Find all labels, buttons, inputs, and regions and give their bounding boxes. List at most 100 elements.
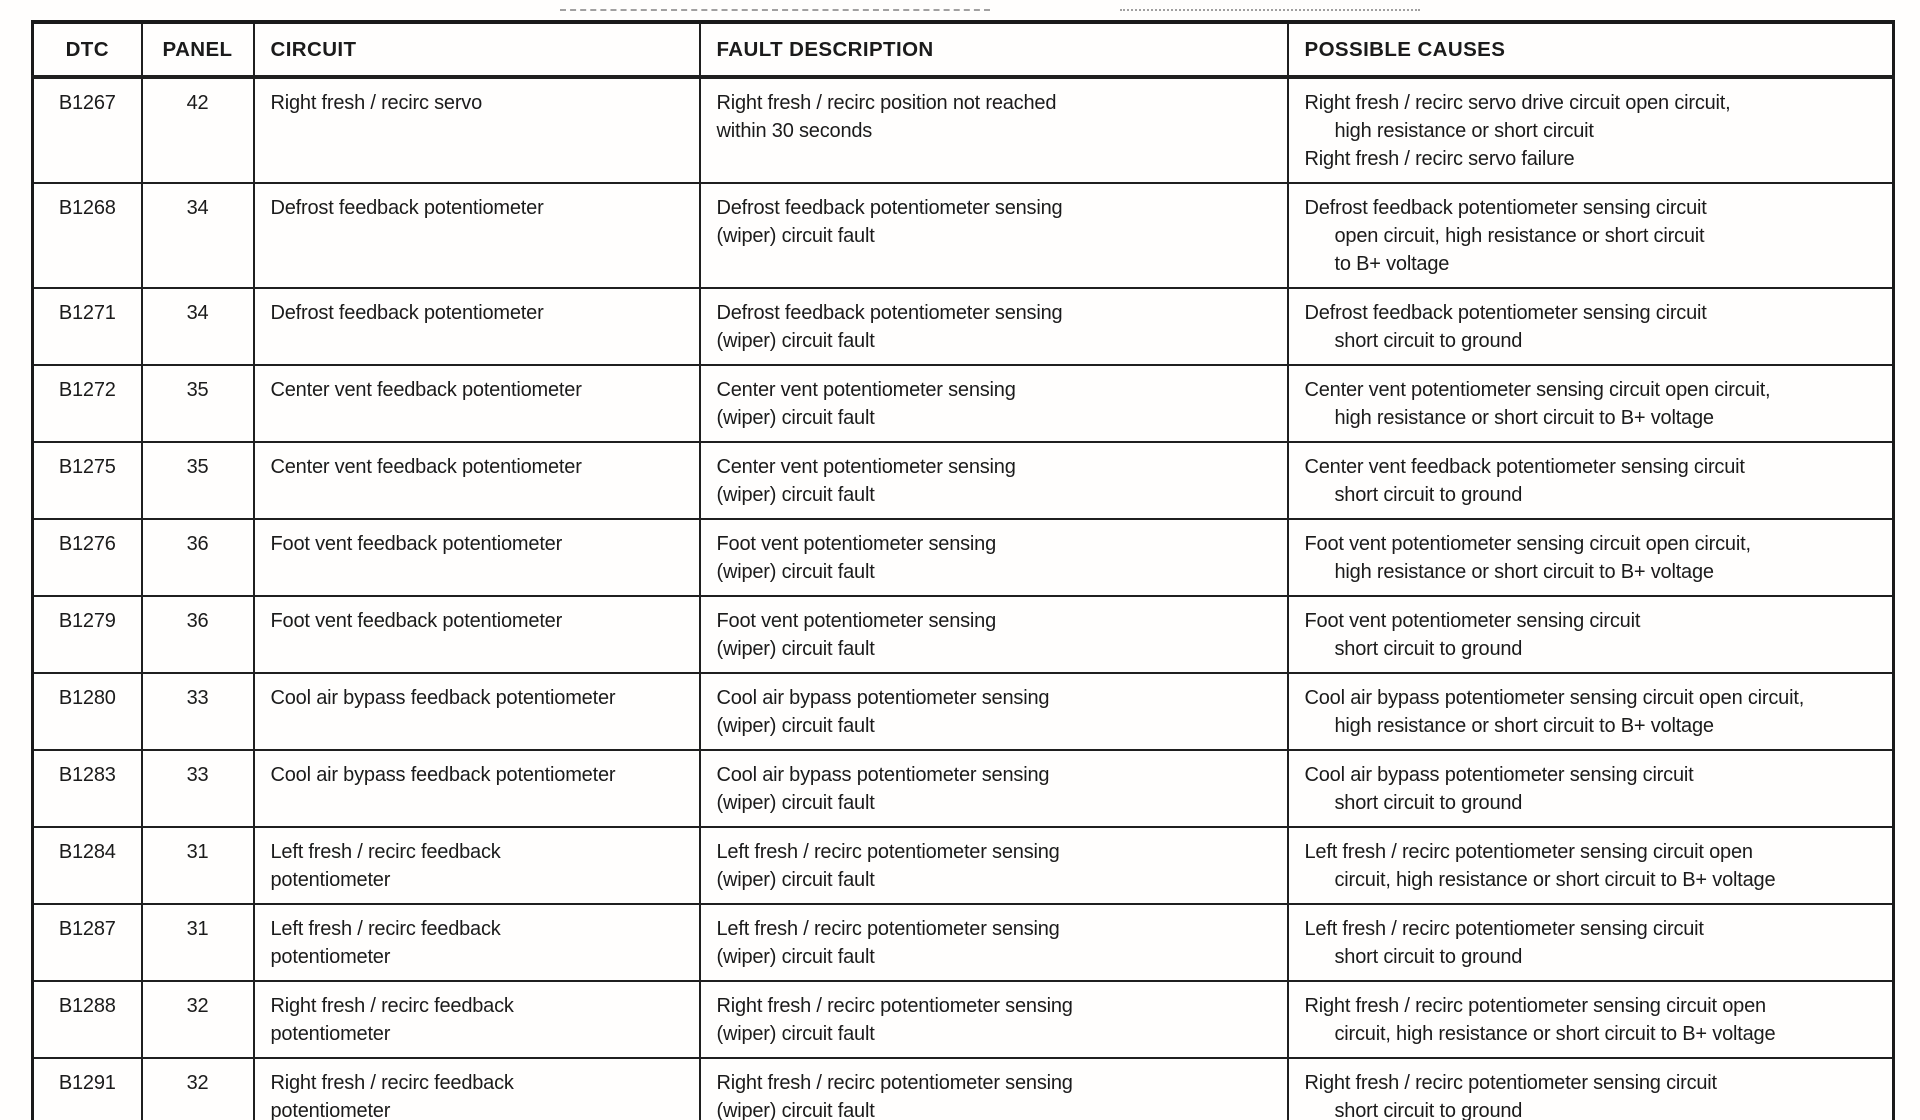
panel-cell: 35 bbox=[140, 441, 255, 520]
panel-cell: 36 bbox=[140, 595, 255, 674]
dtc-cell: B1272 bbox=[31, 364, 143, 443]
circuit-cell: Center vent feedback potentiometer bbox=[252, 364, 701, 443]
text-line: (wiper) circuit fault bbox=[716, 715, 875, 737]
dtc-cell: B1283 bbox=[31, 749, 143, 828]
table-row: B1275 35 Center vent feedback potentiomete… bbox=[31, 441, 1895, 520]
cause-line: short circuit to ground bbox=[1334, 484, 1523, 506]
dtc-cell: B1284 bbox=[31, 826, 143, 905]
cause-line: Left fresh / recirc potentiometer sensin… bbox=[1304, 918, 1704, 940]
cause-line: Center vent potentiometer sensing circui… bbox=[1304, 379, 1771, 401]
text-line: Cool air bypass feedback potentiometer bbox=[270, 687, 616, 709]
text-line: (wiper) circuit fault bbox=[716, 484, 875, 506]
text-line: Left fresh / recirc potentiometer sensin… bbox=[716, 918, 1060, 940]
circuit-cell: Cool air bypass feedback potentiometer bbox=[252, 672, 701, 751]
table-row: B1268 34 Defrost feedback potentiometer Def… bbox=[31, 182, 1895, 289]
table-row: B1284 31 Left fresh / recirc feedback poten… bbox=[31, 826, 1895, 905]
table-row: B1280 33 Cool air bypass feedback potentio… bbox=[31, 672, 1895, 751]
cause-line: Cool air bypass potentiometer sensing ci… bbox=[1304, 764, 1694, 786]
table-row: B1276 36 Foot vent feedback potentiometer F… bbox=[31, 518, 1895, 597]
text-line: (wiper) circuit fault bbox=[716, 225, 875, 247]
fault-description-cell: Left fresh / recirc potentiometer sensin… bbox=[698, 903, 1289, 982]
text-line: Foot vent feedback potentiometer bbox=[270, 533, 563, 555]
cause-line: Defrost feedback potentiometer sensing c… bbox=[1304, 197, 1707, 219]
table-row: B1279 36 Foot vent feedback potentiometer F… bbox=[31, 595, 1895, 674]
text-line: (wiper) circuit fault bbox=[716, 792, 875, 814]
text-line: Right fresh / recirc potentiometer sensi… bbox=[716, 995, 1073, 1017]
fault-description-cell: Foot vent potentiometer sensing (wiper) c… bbox=[698, 595, 1289, 674]
text-line: (wiper) circuit fault bbox=[716, 1100, 875, 1120]
fault-description-cell: Defrost feedback potentiometer sensing (w… bbox=[698, 287, 1289, 366]
fault-description-cell: Left fresh / recirc potentiometer sensin… bbox=[698, 826, 1289, 905]
dtc-cell: B1280 bbox=[31, 672, 143, 751]
dtc-fault-table: DTC PANEL CIRCUIT FAULT DESCRIPTION POSS… bbox=[31, 20, 1895, 1120]
cause-line: Foot vent potentiometer sensing circuit bbox=[1304, 610, 1641, 632]
text-line: Right fresh / recirc feedback bbox=[270, 1072, 514, 1094]
cause-line: Defrost feedback potentiometer sensing c… bbox=[1304, 302, 1707, 324]
circuit-cell: Right fresh / recirc feedback potentiomet… bbox=[252, 980, 701, 1059]
cause-line: short circuit to ground bbox=[1334, 330, 1523, 352]
text-line: Right fresh / recirc potentiometer sensi… bbox=[716, 1072, 1073, 1094]
table-body: B1267 42 Right fresh / recirc servo Right f… bbox=[31, 76, 1895, 1120]
text-line: Foot vent potentiometer sensing bbox=[716, 533, 997, 555]
text-line: Center vent potentiometer sensing bbox=[716, 456, 1016, 478]
fault-description-cell: Foot vent potentiometer sensing (wiper) c… bbox=[698, 518, 1289, 597]
table-row: B1271 34 Defrost feedback potentiometer Def… bbox=[31, 287, 1895, 366]
possible-causes-cell: Foot vent potentiometer sensing circuit s… bbox=[1286, 595, 1895, 674]
panel-cell: 33 bbox=[140, 749, 255, 828]
circuit-cell: Left fresh / recirc feedback potentiomete… bbox=[252, 903, 701, 982]
column-header-possible-causes: POSSIBLE CAUSES bbox=[1286, 21, 1895, 79]
text-line: Left fresh / recirc feedback bbox=[270, 918, 501, 940]
circuit-cell: Left fresh / recirc feedback potentiomete… bbox=[252, 826, 701, 905]
circuit-cell: Foot vent feedback potentiometer bbox=[252, 518, 701, 597]
dtc-cell: B1271 bbox=[31, 287, 143, 366]
text-line: Defrost feedback potentiometer sensing bbox=[716, 302, 1063, 324]
cause-line: high resistance or short circuit to B+ v… bbox=[1334, 715, 1715, 737]
dtc-cell: B1291 bbox=[31, 1057, 143, 1120]
text-line: Right fresh / recirc servo bbox=[270, 92, 483, 114]
text-line: potentiometer bbox=[270, 869, 391, 891]
possible-causes-cell: Left fresh / recirc potentiometer sensin… bbox=[1286, 903, 1895, 982]
cause-line: Center vent feedback potentiometer sensi… bbox=[1304, 456, 1745, 478]
fault-description-cell: Cool air bypass potentiometer sensing (wi… bbox=[698, 672, 1289, 751]
cause-line: circuit, high resistance or short circui… bbox=[1334, 869, 1776, 891]
cause-line: Foot vent potentiometer sensing circuit … bbox=[1304, 533, 1751, 555]
table-row: B1288 32 Right fresh / recirc feedback pote… bbox=[31, 980, 1895, 1059]
cause-line: Right fresh / recirc potentiometer sensi… bbox=[1304, 1072, 1718, 1094]
cause-line: Right fresh / recirc servo failure bbox=[1304, 148, 1575, 170]
text-line: Right fresh / recirc feedback bbox=[270, 995, 514, 1017]
text-line: potentiometer bbox=[270, 1023, 391, 1045]
cause-line: high resistance or short circuit to B+ v… bbox=[1334, 561, 1715, 583]
cause-line: circuit, high resistance or short circui… bbox=[1334, 1023, 1776, 1045]
scan-artifact-line bbox=[1120, 9, 1420, 11]
circuit-cell: Center vent feedback potentiometer bbox=[252, 441, 701, 520]
column-header-circuit: CIRCUIT bbox=[252, 21, 701, 79]
text-line: within 30 seconds bbox=[716, 120, 873, 142]
cause-line: short circuit to ground bbox=[1334, 638, 1523, 660]
text-line: Center vent feedback potentiometer bbox=[270, 379, 582, 401]
cause-line: Left fresh / recirc potentiometer sensin… bbox=[1304, 841, 1754, 863]
possible-causes-cell: Center vent potentiometer sensing circui… bbox=[1286, 364, 1895, 443]
possible-causes-cell: Center vent feedback potentiometer sensi… bbox=[1286, 441, 1895, 520]
panel-cell: 42 bbox=[140, 76, 255, 184]
fault-description-cell: Cool air bypass potentiometer sensing (wi… bbox=[698, 749, 1289, 828]
circuit-cell: Foot vent feedback potentiometer bbox=[252, 595, 701, 674]
table-row: B1272 35 Center vent feedback potentiomete… bbox=[31, 364, 1895, 443]
dtc-cell: B1267 bbox=[31, 76, 143, 184]
dtc-cell: B1279 bbox=[31, 595, 143, 674]
text-line: (wiper) circuit fault bbox=[716, 1023, 875, 1045]
possible-causes-cell: Defrost feedback potentiometer sensing c… bbox=[1286, 287, 1895, 366]
possible-causes-cell: Foot vent potentiometer sensing circuit … bbox=[1286, 518, 1895, 597]
scan-artifact-line bbox=[560, 9, 990, 11]
text-line: (wiper) circuit fault bbox=[716, 946, 875, 968]
fault-description-cell: Right fresh / recirc position not reache… bbox=[698, 76, 1289, 184]
cause-line: short circuit to ground bbox=[1334, 1100, 1523, 1120]
text-line: Center vent potentiometer sensing bbox=[716, 379, 1016, 401]
text-line: (wiper) circuit fault bbox=[716, 407, 875, 429]
text-line: (wiper) circuit fault bbox=[716, 638, 875, 660]
cause-line: open circuit, high resistance or short c… bbox=[1334, 225, 1705, 247]
text-line: Left fresh / recirc feedback bbox=[270, 841, 501, 863]
text-line: Foot vent feedback potentiometer bbox=[270, 610, 563, 632]
cause-line: high resistance or short circuit bbox=[1334, 120, 1594, 142]
possible-causes-cell: Right fresh / recirc potentiometer sensi… bbox=[1286, 1057, 1895, 1120]
